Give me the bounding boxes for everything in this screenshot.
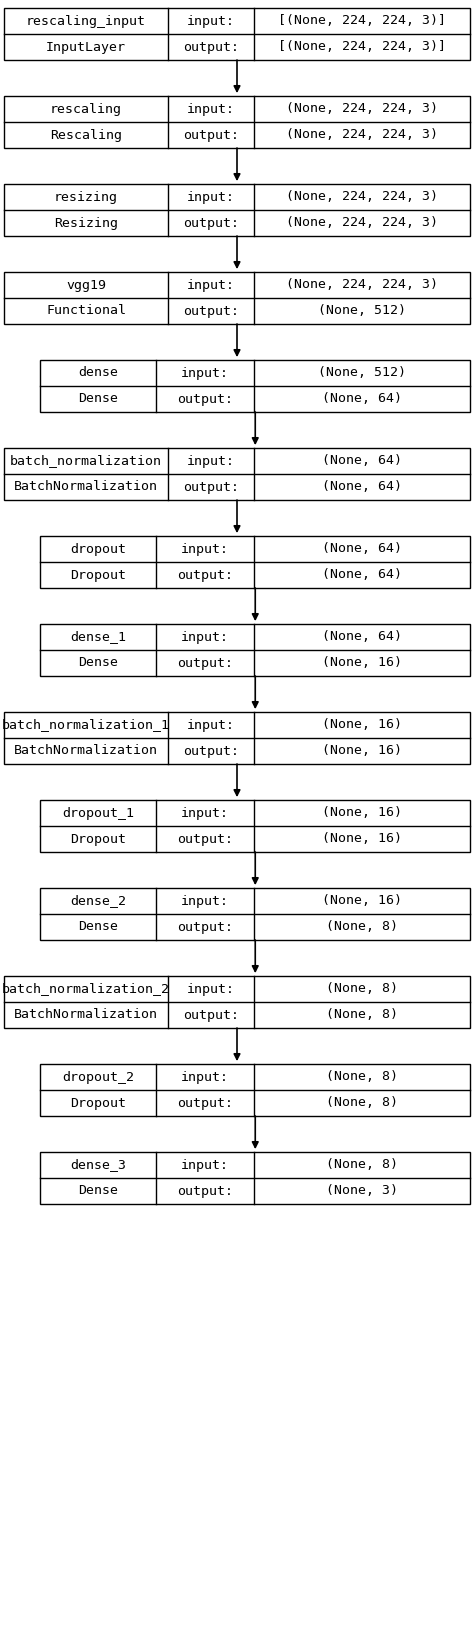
Text: InputLayer: InputLayer [46,41,126,53]
Text: (None, 8): (None, 8) [326,1008,398,1021]
Text: output:: output: [183,41,239,53]
Text: (None, 16): (None, 16) [322,833,402,845]
Text: rescaling_input: rescaling_input [26,15,146,28]
Text: output:: output: [177,1097,233,1109]
Text: (None, 64): (None, 64) [322,393,402,406]
Bar [4,96,470,148]
Text: (None, 224, 224, 3): (None, 224, 224, 3) [286,129,438,142]
Text: Dense: Dense [78,393,118,406]
Text: (None, 224, 224, 3): (None, 224, 224, 3) [286,102,438,116]
Text: (None, 16): (None, 16) [322,718,402,731]
Text: (None, 64): (None, 64) [322,543,402,556]
Text: (None, 8): (None, 8) [326,982,398,995]
Text: Dense: Dense [78,921,118,934]
Text: input:: input: [181,807,229,820]
Text: BatchNormalization: BatchNormalization [14,480,158,493]
Text: Dropout: Dropout [70,833,127,845]
Text: input:: input: [187,279,235,292]
Text: output:: output: [177,1185,233,1198]
Bar [4,977,470,1028]
Text: output:: output: [183,744,239,757]
Text: dropout_2: dropout_2 [63,1071,134,1084]
Text: output:: output: [183,305,239,317]
Text: (None, 16): (None, 16) [322,894,402,908]
Text: (None, 64): (None, 64) [322,454,402,467]
Bar [4,185,470,236]
Bar [4,8,470,59]
Text: input:: input: [181,630,229,644]
Text: dense_2: dense_2 [70,894,127,908]
Text: BatchNormalization: BatchNormalization [14,1008,158,1021]
Text: output:: output: [177,393,233,406]
Text: output:: output: [183,216,239,229]
Text: input:: input: [187,454,235,467]
Text: dropout: dropout [70,543,127,556]
Text: (None, 224, 224, 3): (None, 224, 224, 3) [286,279,438,292]
Text: [(None, 224, 224, 3)]: [(None, 224, 224, 3)] [278,41,446,53]
Text: input:: input: [181,1071,229,1084]
Text: BatchNormalization: BatchNormalization [14,744,158,757]
Text: Dense: Dense [78,1185,118,1198]
Text: (None, 8): (None, 8) [326,1097,398,1109]
Bar [40,624,470,676]
Text: output:: output: [177,569,233,581]
Text: batch_normalization_1: batch_normalization_1 [2,718,170,731]
Text: [(None, 224, 224, 3)]: [(None, 224, 224, 3)] [278,15,446,28]
Text: Dropout: Dropout [70,569,127,581]
Bar [40,1064,470,1115]
Text: (None, 8): (None, 8) [326,1071,398,1084]
Text: (None, 224, 224, 3): (None, 224, 224, 3) [286,216,438,229]
Text: batch_normalization: batch_normalization [10,454,162,467]
Text: (None, 64): (None, 64) [322,630,402,644]
Text: (None, 16): (None, 16) [322,657,402,670]
Text: resizing: resizing [54,190,118,203]
Text: Dense: Dense [78,657,118,670]
Text: Functional: Functional [46,305,126,317]
Text: output:: output: [183,480,239,493]
Text: rescaling: rescaling [50,102,122,116]
Text: (None, 16): (None, 16) [322,807,402,820]
Text: output:: output: [177,657,233,670]
Text: output:: output: [177,833,233,845]
Text: (None, 64): (None, 64) [322,569,402,581]
Text: (None, 64): (None, 64) [322,480,402,493]
Text: input:: input: [181,1158,229,1172]
Text: input:: input: [181,894,229,908]
Text: input:: input: [187,190,235,203]
Bar [40,800,470,851]
Bar [40,360,470,412]
Text: Dropout: Dropout [70,1097,127,1109]
Bar [4,713,470,764]
Bar [40,536,470,587]
Text: dense: dense [78,366,118,380]
Bar [40,1152,470,1204]
Text: input:: input: [187,718,235,731]
Text: batch_normalization_2: batch_normalization_2 [2,982,170,995]
Text: input:: input: [181,366,229,380]
Text: (None, 512): (None, 512) [318,305,406,317]
Text: input:: input: [187,15,235,28]
Text: (None, 3): (None, 3) [326,1185,398,1198]
Text: input:: input: [181,543,229,556]
Text: dropout_1: dropout_1 [63,807,134,820]
Bar [40,888,470,940]
Text: output:: output: [183,129,239,142]
Text: (None, 512): (None, 512) [318,366,406,380]
Text: output:: output: [183,1008,239,1021]
Text: vgg19: vgg19 [66,279,106,292]
Text: (None, 8): (None, 8) [326,1158,398,1172]
Text: (None, 16): (None, 16) [322,744,402,757]
Bar [4,449,470,500]
Text: (None, 8): (None, 8) [326,921,398,934]
Text: Rescaling: Rescaling [50,129,122,142]
Text: Resizing: Resizing [54,216,118,229]
Text: input:: input: [187,102,235,116]
Bar [4,272,470,323]
Text: dense_3: dense_3 [70,1158,127,1172]
Text: output:: output: [177,921,233,934]
Text: (None, 224, 224, 3): (None, 224, 224, 3) [286,190,438,203]
Text: dense_1: dense_1 [70,630,127,644]
Text: input:: input: [187,982,235,995]
